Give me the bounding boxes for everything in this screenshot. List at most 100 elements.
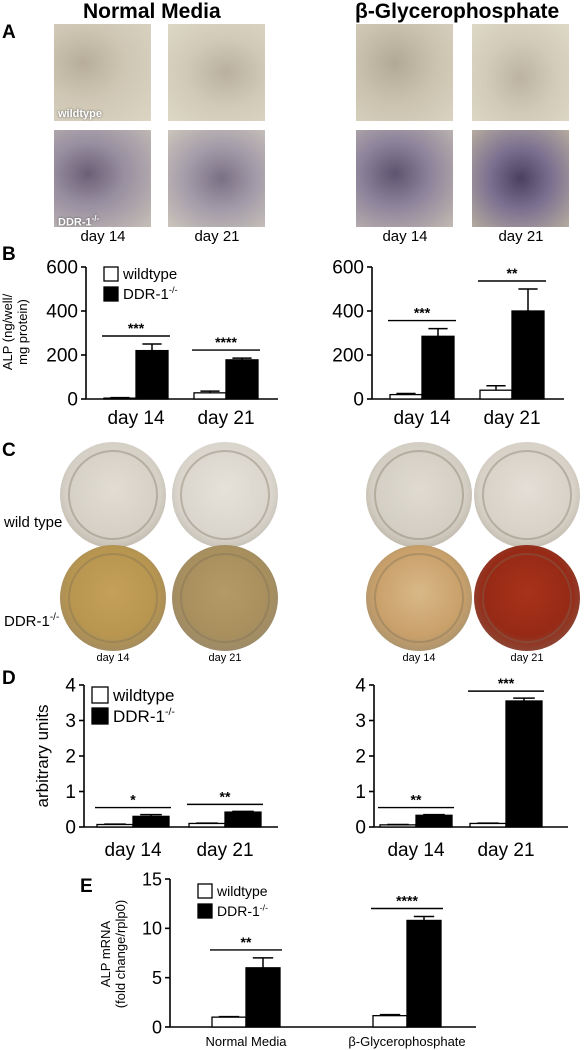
inset-label-wildtype: wildtype [58, 108, 103, 120]
y-tick-label: 10 [142, 919, 162, 939]
bar-wildtype [193, 392, 227, 400]
bar-wildtype [469, 822, 507, 828]
y-axis-label: arbitrary units [33, 705, 52, 808]
significance-stars: ** [241, 934, 252, 950]
micrograph-wt-normal-day14: wildtype [54, 24, 151, 121]
chart-d-left: 0 1 2 3 4 day 14 * day 21 ** arbitrary units wildt… [33, 676, 278, 861]
panel-label-c: C [2, 440, 16, 461]
micrograph-ko-bgp-day14 [356, 130, 453, 227]
well-ko-bgp-day21 [474, 545, 580, 651]
panel-a-day-label: day 21 [194, 228, 240, 245]
y-tick-label: 2 [65, 747, 76, 768]
x-category-label: Normal Media [206, 1034, 288, 1049]
y-tick-label: 400 [46, 302, 78, 323]
bar-ddr1-ko [505, 700, 543, 828]
y-tick-label: 600 [332, 258, 364, 279]
well-wt-normal-day21 [172, 442, 278, 548]
significance-stars: *** [414, 305, 431, 321]
y-tick-label: 0 [152, 1017, 162, 1037]
bar-ddr1-ko [224, 811, 262, 828]
legend-label: DDR-1-/- [123, 285, 178, 303]
y-tick-label: 3 [355, 711, 366, 732]
well-ko-normal-day14 [60, 545, 166, 651]
y-tick-label: 15 [142, 872, 162, 889]
legend-swatch-wildtype [103, 266, 119, 282]
x-category-label: day 21 [483, 408, 540, 429]
legend-label: wildtype [216, 883, 268, 899]
bar-wildtype [372, 1015, 408, 1028]
y-tick-label: 5 [152, 968, 162, 988]
micrograph-wt-bgp-day14 [356, 24, 453, 121]
legend-label: DDR-1-/- [113, 706, 175, 726]
y-tick-label: 2 [355, 747, 366, 768]
y-tick-label: 0 [355, 818, 366, 839]
bar-wildtype [211, 1016, 247, 1028]
bar-wildtype [389, 393, 423, 400]
panel-a-day-label: day 14 [80, 228, 126, 245]
bar-ddr1-ko [225, 359, 259, 400]
panel-c-row-label-wildtype: wild type [4, 514, 63, 531]
y-tick-label: 200 [46, 346, 78, 367]
bar-ddr1-ko [415, 814, 453, 828]
x-category-label: day 21 [197, 408, 254, 429]
significance-stars: *** [498, 675, 515, 691]
header-beta-glycerophosphate: β-Glycerophosphate [355, 0, 560, 23]
bar-wildtype [479, 389, 513, 400]
chart-b-right: 0 200 400 600 day 14 *** day 21 ** [332, 258, 564, 429]
micrograph-ko-normal-day21 [168, 130, 265, 227]
bar-ddr1-ko [245, 967, 281, 1028]
panel-label-b: B [2, 244, 16, 265]
panel-label-d: D [2, 668, 16, 689]
y-axis-label: mg protein) [15, 299, 30, 365]
micrograph-ko-normal-day14: DDR-1-/- [54, 130, 151, 227]
well-wt-bgp-day14 [366, 442, 472, 548]
x-category-label: day 14 [107, 408, 164, 429]
bar-ddr1-ko [135, 349, 169, 400]
panel-c-day-label: day 21 [510, 652, 544, 664]
x-category-label: day 21 [196, 840, 253, 861]
legend-label: wildtype [122, 266, 177, 283]
y-tick-label: 1 [355, 782, 366, 803]
x-category-label: β-Glycerophosphate [348, 1034, 465, 1049]
y-tick-label: 1 [65, 782, 76, 803]
y-axis-label: (fold change/rplp0) [113, 900, 128, 1008]
significance-stars: **** [215, 334, 237, 350]
significance-stars: * [130, 792, 136, 808]
significance-stars: **** [396, 892, 418, 908]
micrograph-wt-normal-day21 [168, 24, 265, 121]
legend-swatch-ddr1-ko [197, 903, 213, 919]
bar-ddr1-ko [421, 335, 455, 400]
chart-d-right: 0 1 2 3 4 day 14 ** day 21 *** [355, 675, 568, 861]
micrograph-wt-bgp-day21 [472, 24, 569, 121]
significance-stars: ** [220, 788, 231, 804]
inset-label-ddr1-ko: DDR-1-/- [58, 214, 100, 227]
legend-swatch-ddr1-ko [103, 286, 119, 302]
panel-c-row-label-ddr1-ko: DDR-1-/- [4, 612, 60, 630]
panel-c-day-label: day 21 [208, 652, 242, 664]
y-axis-label: ALP mRNA [98, 921, 113, 988]
chart-b-left: 0 200 400 600 day 14 *** day 21 **** ALP (ng/wel… [0, 258, 278, 429]
x-category-label: day 14 [387, 840, 444, 861]
panel-c-day-label: day 14 [402, 652, 436, 664]
well-wt-bgp-day21 [474, 442, 580, 548]
legend-label: wildtype [112, 686, 174, 705]
significance-stars: ** [507, 265, 518, 281]
well-wt-normal-day14 [60, 442, 166, 548]
bar-ddr1-ko [511, 310, 545, 400]
y-tick-label: 0 [65, 818, 76, 839]
y-tick-label: 3 [65, 711, 76, 732]
bar-ddr1-ko [406, 919, 442, 1028]
legend-label: DDR-1-/- [217, 902, 268, 919]
legend-swatch-wildtype [91, 686, 109, 704]
well-ko-normal-day21 [172, 545, 278, 651]
x-category-label: day 14 [393, 408, 450, 429]
panel-a-day-label: day 21 [498, 228, 544, 245]
x-category-label: day 21 [477, 840, 534, 861]
legend-swatch-ddr1-ko [91, 707, 109, 725]
bar-ddr1-ko [132, 815, 170, 828]
micrograph-ko-bgp-day21 [472, 130, 569, 227]
x-category-label: day 14 [104, 840, 161, 861]
panel-label-e: E [80, 876, 93, 897]
y-tick-label: 4 [65, 676, 76, 697]
y-axis-label: ALP (ng/well/ [0, 293, 15, 370]
